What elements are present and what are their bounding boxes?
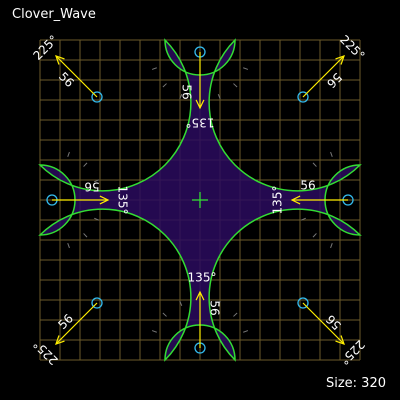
arrow-shaft (302, 55, 345, 98)
arrow-head (195, 99, 205, 110)
radius-label: 56 (180, 84, 194, 99)
arrow-shaft (55, 302, 98, 345)
arrow-shaft (55, 55, 98, 98)
center-crosshair (192, 192, 208, 208)
angle-tick (83, 162, 88, 167)
radius-arrow (302, 302, 345, 345)
angle-tick (94, 217, 100, 221)
angle-tick (243, 330, 249, 333)
radius-arrow (195, 290, 205, 348)
size-readout: Size: 320 (325, 376, 386, 391)
arrow-head (55, 335, 65, 345)
arc-center-marker (91, 91, 103, 103)
angle-tick (83, 233, 88, 238)
angle-tick (179, 300, 183, 306)
diagram-title: Clover_Wave (12, 7, 96, 22)
angle-tick (179, 94, 183, 100)
angle-tick (151, 67, 157, 70)
angle-tick (162, 312, 167, 317)
angle-tick (94, 179, 100, 183)
angle-tick (162, 83, 167, 88)
angle-tick (300, 217, 306, 221)
angle-tick (151, 330, 157, 333)
angle-ticks (67, 67, 333, 333)
radius-label: 56 (56, 69, 77, 90)
radius-label: 56 (55, 311, 76, 332)
angle-tick (312, 162, 317, 167)
radius-arrow (55, 302, 98, 345)
angle-tick (217, 94, 221, 100)
angle-tick (67, 151, 70, 157)
radius-label: 56 (84, 180, 99, 194)
arrow-head (335, 55, 345, 65)
arrow-head (335, 335, 345, 345)
arc-center-marker (297, 91, 309, 103)
radius-label: 56 (323, 312, 344, 333)
radius-arrow (52, 195, 110, 205)
angle-tick (67, 243, 70, 249)
radius-label: 56 (208, 300, 222, 315)
radius-label: 56 (300, 179, 315, 193)
radius-arrow (302, 55, 345, 98)
angle-tick (217, 300, 221, 306)
angle-tick (312, 233, 317, 238)
angle-tick (330, 151, 333, 157)
arc-center-marker (91, 297, 103, 309)
angle-tick (300, 179, 306, 183)
angle-tick (330, 243, 333, 249)
arrow-head (290, 195, 301, 205)
radius-arrow (290, 195, 348, 205)
angle-tick (233, 83, 238, 88)
angle-label: 135° (271, 186, 285, 215)
angle-tick (233, 312, 238, 317)
angle-tick (243, 67, 249, 70)
arrow-head (99, 195, 110, 205)
arrow-shaft (302, 302, 345, 345)
angle-label: 135° (116, 186, 130, 215)
radius-arrow (55, 55, 98, 98)
arrow-head (55, 55, 65, 65)
angle-label: 135° (186, 116, 215, 130)
arc-center-marker (297, 297, 309, 309)
radius-arrow (195, 52, 205, 110)
angle-label: 135° (188, 271, 217, 285)
arrow-head (195, 290, 205, 301)
radius-arrows (52, 52, 348, 348)
